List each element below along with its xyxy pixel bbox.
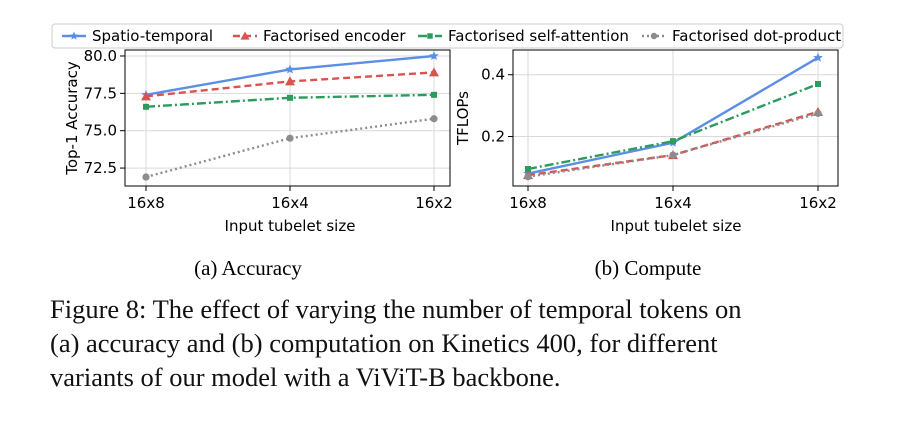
figure-canvas: Spatio-temporal Factorised encoder Factori… <box>51 23 844 280</box>
data-point-accuracy <box>429 51 439 60</box>
x-tick-label: 16x4 <box>654 194 692 212</box>
y-tick-label: 80.0 <box>84 47 117 65</box>
subcaption-accuracy: (a) Accuracy <box>194 256 302 280</box>
axes-frame-compute <box>512 49 839 187</box>
y-tick-label: 75.0 <box>84 122 117 140</box>
x-tick-label: 16x4 <box>271 194 309 212</box>
legend: Spatio-temporal Factorised encoder Factori… <box>51 23 844 49</box>
x-axis-label-compute: Input tubelet size <box>611 217 742 235</box>
data-point-accuracy <box>143 103 149 110</box>
panel-accuracy: 16x8 16x4 16x2 72.5 75.0 77.5 80.0 Top-1 Accur… <box>63 47 453 280</box>
caption-line: variants of our model with a ViViT-B bac… <box>50 362 561 392</box>
legend-frame <box>51 23 844 49</box>
legend-marker <box>650 32 658 40</box>
data-point-accuracy <box>431 91 437 98</box>
data-point-accuracy <box>142 173 150 181</box>
data-point-accuracy <box>430 115 438 123</box>
caption-line: Figure 8: The effect of varying the numb… <box>50 294 742 324</box>
subcaption-compute: (b) Compute <box>595 256 702 280</box>
legend-marker <box>427 33 433 39</box>
figure-caption: Figure 8: The effect of varying the numb… <box>50 292 855 394</box>
legend-label: Spatio-temporal <box>92 27 213 45</box>
data-point-compute <box>525 166 531 172</box>
caption-line: (a) accuracy and (b) computation on Kine… <box>50 328 718 358</box>
legend-label: Factorised dot-product <box>672 27 841 45</box>
legend-label: Factorised self-attention <box>448 27 629 45</box>
data-point-compute <box>815 81 821 87</box>
axes-frame-accuracy <box>124 49 451 187</box>
data-point-compute <box>814 109 822 117</box>
x-axis-label-accuracy: Input tubelet size <box>225 217 356 235</box>
x-tick-label: 16x8 <box>127 194 165 212</box>
series-line-accuracy <box>145 117 435 179</box>
data-point-accuracy <box>285 64 295 74</box>
data-point-accuracy <box>285 76 295 86</box>
series-line-compute <box>527 82 819 171</box>
legend-label: Factorised encoder <box>263 27 406 45</box>
panel-compute: 16x8 16x4 16x2 0.2 0.4 TFLOPs Input tubelet … <box>454 49 839 280</box>
y-axis-label-compute: TFLOPs <box>454 91 472 146</box>
data-point-compute <box>670 138 676 145</box>
data-point-compute <box>669 151 677 159</box>
x-tick-label: 16x8 <box>509 194 547 212</box>
y-tick-label: 0.2 <box>481 128 505 146</box>
x-tick-label: 16x2 <box>799 194 837 212</box>
data-point-accuracy <box>286 134 294 142</box>
legend-marker <box>69 31 79 40</box>
data-point-compute <box>813 52 823 62</box>
data-point-accuracy <box>287 94 293 101</box>
data-point-accuracy <box>141 91 151 101</box>
y-tick-label: 0.4 <box>481 66 505 84</box>
legend-marker <box>240 31 250 40</box>
y-tick-label: 72.5 <box>84 159 117 177</box>
y-axis-label-accuracy: Top-1 Accuracy <box>63 61 81 176</box>
data-point-accuracy <box>429 67 439 77</box>
y-tick-label: 77.5 <box>84 84 117 102</box>
x-tick-label: 16x2 <box>415 194 453 212</box>
data-point-compute <box>524 173 532 181</box>
